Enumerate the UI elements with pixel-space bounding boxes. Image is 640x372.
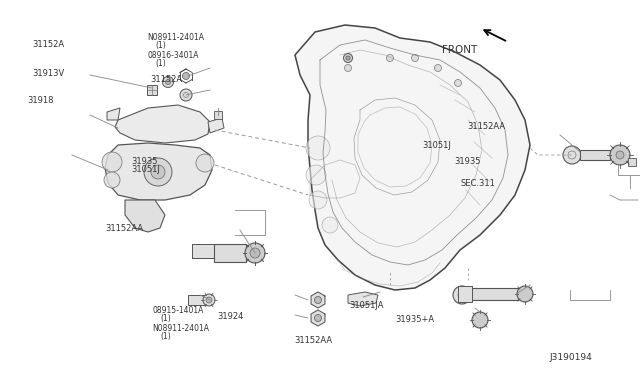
- Bar: [580, 150, 610, 160]
- Text: 31918: 31918: [28, 96, 54, 105]
- Bar: [470, 288, 518, 300]
- Bar: [214, 244, 246, 262]
- Polygon shape: [125, 200, 165, 232]
- Circle shape: [346, 56, 350, 60]
- Circle shape: [314, 296, 321, 304]
- Circle shape: [203, 294, 215, 306]
- Circle shape: [104, 172, 120, 188]
- Circle shape: [616, 151, 624, 159]
- Circle shape: [144, 158, 172, 186]
- Polygon shape: [105, 143, 212, 200]
- Text: 31913V: 31913V: [32, 69, 64, 78]
- Circle shape: [435, 64, 442, 71]
- Text: (1): (1): [156, 59, 166, 68]
- Text: N08911-2401A: N08911-2401A: [147, 33, 204, 42]
- Circle shape: [102, 152, 122, 172]
- Circle shape: [412, 55, 419, 61]
- Circle shape: [180, 89, 192, 101]
- Circle shape: [309, 191, 327, 209]
- Circle shape: [454, 80, 461, 87]
- Text: SEC.311: SEC.311: [461, 179, 495, 188]
- Text: 08915-1401A: 08915-1401A: [152, 306, 204, 315]
- Circle shape: [182, 73, 189, 80]
- Text: 31051J: 31051J: [422, 141, 451, 150]
- Text: 31935: 31935: [131, 157, 157, 166]
- Circle shape: [344, 64, 351, 71]
- Polygon shape: [115, 105, 210, 143]
- Polygon shape: [311, 292, 325, 308]
- Text: 31152A: 31152A: [32, 40, 64, 49]
- Polygon shape: [107, 108, 120, 120]
- Circle shape: [306, 165, 326, 185]
- Circle shape: [344, 54, 353, 62]
- Text: 31152AA: 31152AA: [294, 336, 333, 344]
- Circle shape: [472, 312, 488, 328]
- Text: (1): (1): [156, 41, 166, 50]
- Bar: [147, 85, 157, 95]
- Circle shape: [387, 55, 394, 61]
- Circle shape: [563, 146, 581, 164]
- Polygon shape: [208, 118, 224, 133]
- Text: 31152A: 31152A: [150, 76, 182, 84]
- Text: 31935: 31935: [454, 157, 481, 166]
- Circle shape: [453, 286, 471, 304]
- Circle shape: [245, 243, 265, 263]
- Circle shape: [163, 77, 173, 87]
- Circle shape: [206, 297, 212, 303]
- Circle shape: [166, 80, 170, 84]
- Circle shape: [250, 248, 260, 258]
- Circle shape: [151, 165, 165, 179]
- Text: 31051JA: 31051JA: [349, 301, 383, 310]
- Polygon shape: [295, 25, 530, 290]
- Bar: [192, 244, 214, 258]
- Text: 08916-3401A: 08916-3401A: [147, 51, 198, 60]
- Circle shape: [517, 286, 533, 302]
- Text: 31924: 31924: [218, 312, 244, 321]
- Polygon shape: [311, 310, 325, 326]
- Circle shape: [306, 136, 330, 160]
- Bar: [188, 295, 206, 305]
- Bar: [628, 158, 636, 166]
- Text: 31935+A: 31935+A: [396, 315, 435, 324]
- Text: 31051J: 31051J: [131, 165, 160, 174]
- Text: N08911-2401A: N08911-2401A: [152, 324, 209, 333]
- Text: J3190194: J3190194: [549, 353, 592, 362]
- Bar: [214, 111, 222, 119]
- Text: (1): (1): [161, 332, 172, 341]
- Text: 31152AA: 31152AA: [106, 224, 144, 233]
- Polygon shape: [348, 292, 378, 306]
- Text: FRONT: FRONT: [442, 45, 477, 55]
- Bar: [458, 286, 472, 302]
- Circle shape: [610, 145, 630, 165]
- Circle shape: [314, 314, 321, 321]
- Text: 31152AA: 31152AA: [467, 122, 506, 131]
- Circle shape: [322, 217, 338, 233]
- Circle shape: [196, 154, 214, 172]
- Text: (1): (1): [161, 314, 172, 323]
